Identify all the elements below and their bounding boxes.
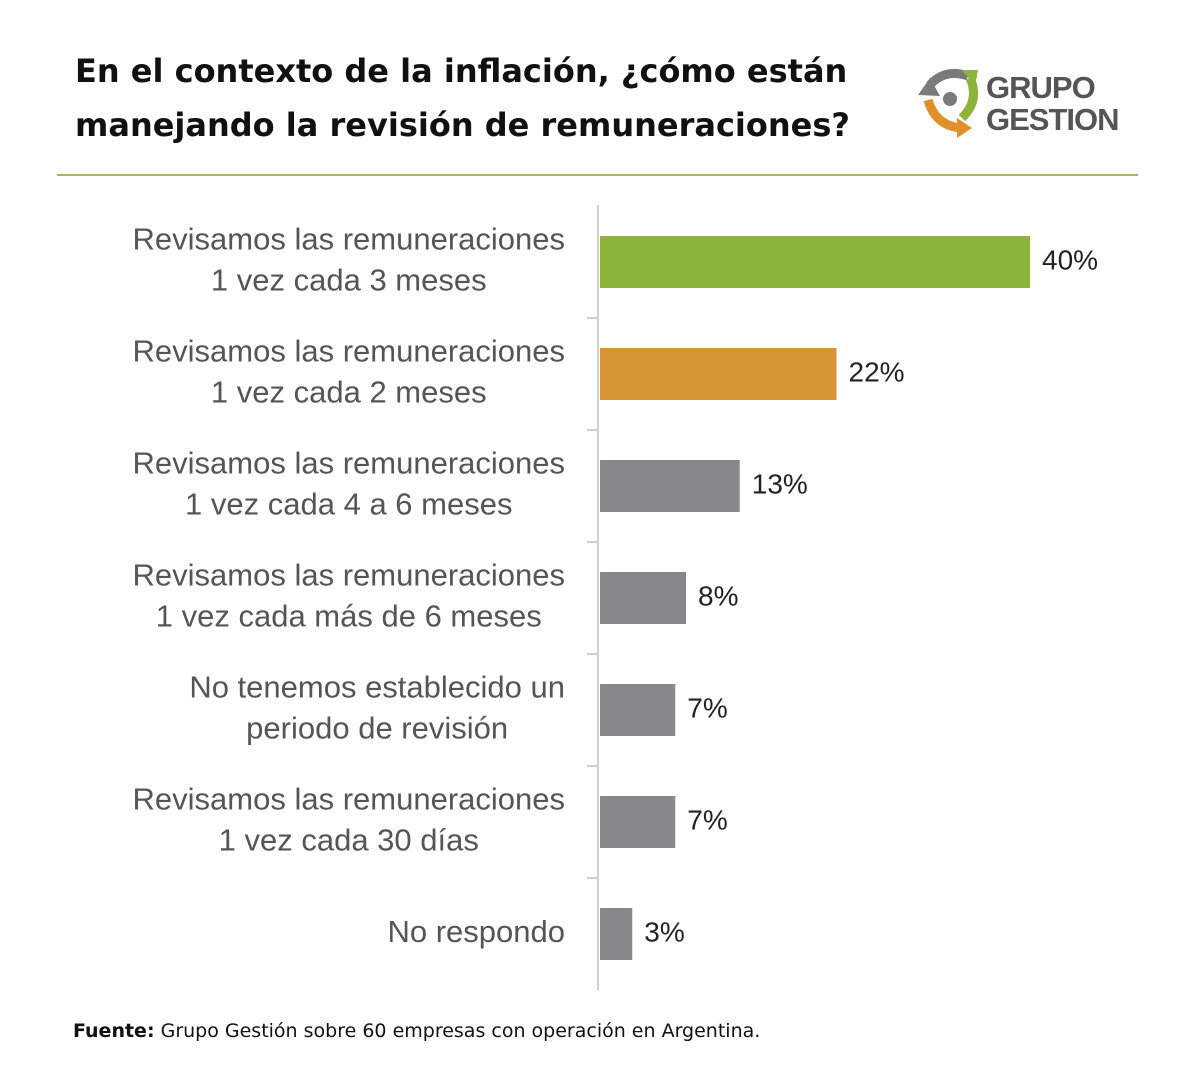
category-label: periodo de revisión xyxy=(246,711,508,746)
category-label: Revisamos las remuneraciones xyxy=(133,222,565,257)
value-label: 22% xyxy=(849,356,905,387)
bar xyxy=(600,908,633,960)
category-label: 1 vez cada 2 meses xyxy=(211,375,487,410)
category-label: Revisamos las remuneraciones xyxy=(133,558,565,593)
value-label: 40% xyxy=(1042,244,1098,275)
category-label: 1 vez cada 3 meses xyxy=(211,263,487,298)
source-label: Fuente: xyxy=(73,1020,155,1042)
category-label: 1 vez cada 30 días xyxy=(219,823,479,858)
value-label: 7% xyxy=(687,804,727,835)
source-text: Grupo Gestión sobre 60 empresas con oper… xyxy=(161,1020,761,1042)
bar xyxy=(600,236,1030,288)
bar xyxy=(600,460,740,512)
bar xyxy=(600,684,676,736)
bar xyxy=(600,796,676,848)
category-label: 1 vez cada más de 6 meses xyxy=(156,599,542,634)
category-label: No tenemos establecido un xyxy=(189,670,565,705)
value-label: 3% xyxy=(644,916,684,947)
bar xyxy=(600,348,837,400)
category-label: Revisamos las remuneraciones xyxy=(133,334,565,369)
source: Fuente: Grupo Gestión sobre 60 empresas … xyxy=(73,1020,760,1042)
logo-text: GESTION xyxy=(986,102,1119,137)
logo-text: GRUPO xyxy=(986,70,1095,105)
logo-icon xyxy=(918,69,979,138)
chart-title: manejando la revisión de remuneraciones? xyxy=(75,106,850,144)
value-label: 8% xyxy=(698,580,738,611)
value-label: 13% xyxy=(752,468,808,499)
category-label: 1 vez cada 4 a 6 meses xyxy=(185,487,512,522)
bar xyxy=(600,572,686,624)
category-label: Revisamos las remuneraciones xyxy=(133,782,565,817)
category-label: Revisamos las remuneraciones xyxy=(133,446,565,481)
category-label: No respondo xyxy=(387,914,565,949)
chart-title: En el contexto de la inflación, ¿cómo es… xyxy=(75,52,847,90)
value-label: 7% xyxy=(687,692,727,723)
